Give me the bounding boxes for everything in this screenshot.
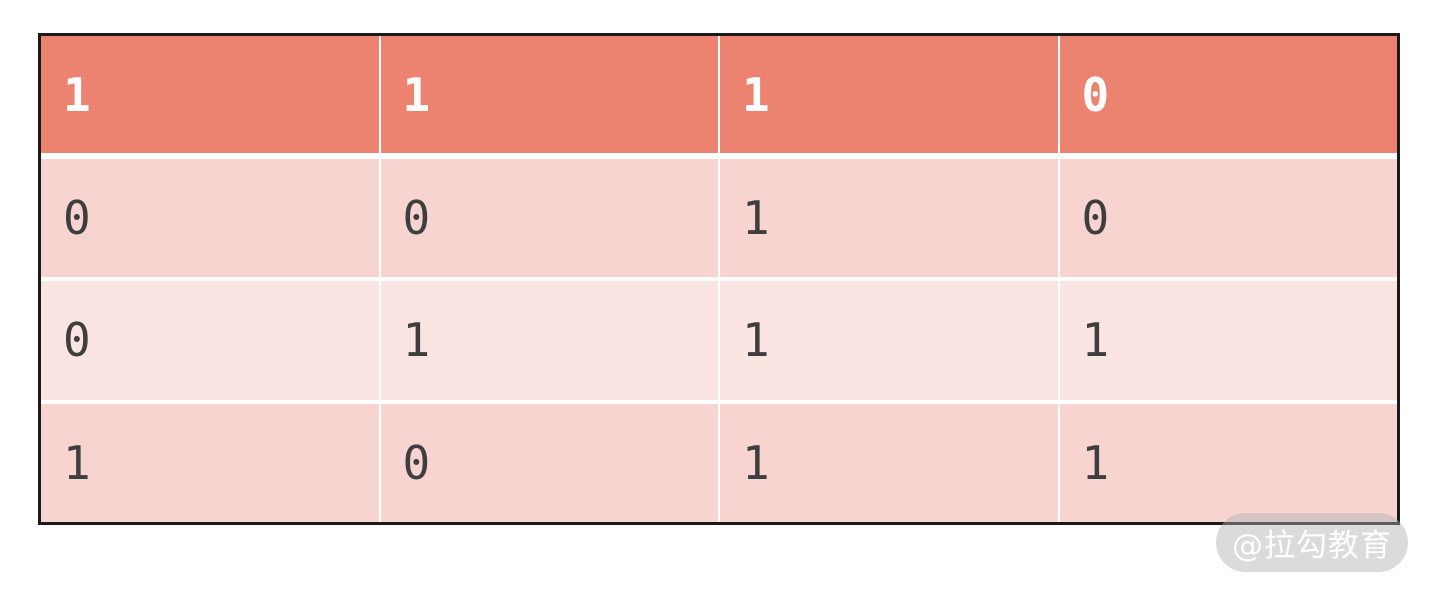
table-cell: 0 (380, 159, 720, 278)
table-cell: 0 (1059, 159, 1397, 278)
table-cell: 1 (1059, 403, 1397, 522)
table-row: 0 1 1 1 (41, 281, 1397, 404)
table-cell: 1 (380, 281, 720, 400)
binary-truth-table: 1 1 1 0 0 0 1 0 0 1 1 1 1 0 1 1 (38, 33, 1400, 525)
header-cell: 1 (720, 36, 1060, 153)
table-cell: 0 (41, 281, 381, 400)
table-header-row: 1 1 1 0 (41, 36, 1397, 159)
table-cell: 1 (720, 159, 1060, 278)
table-cell: 1 (1059, 281, 1397, 400)
table-cell: 1 (720, 403, 1060, 522)
table-cell: 1 (720, 281, 1060, 400)
header-cell: 0 (1059, 36, 1397, 153)
watermark-badge: @拉勾教育 (1216, 513, 1408, 572)
header-cell: 1 (380, 36, 720, 153)
table-row: 0 0 1 0 (41, 159, 1397, 282)
header-cell: 1 (41, 36, 381, 153)
table-cell: 1 (41, 403, 381, 522)
watermark-text: @拉勾教育 (1232, 528, 1392, 564)
table-cell: 0 (380, 403, 720, 522)
table-row: 1 0 1 1 (41, 403, 1397, 522)
table-cell: 0 (41, 159, 381, 278)
